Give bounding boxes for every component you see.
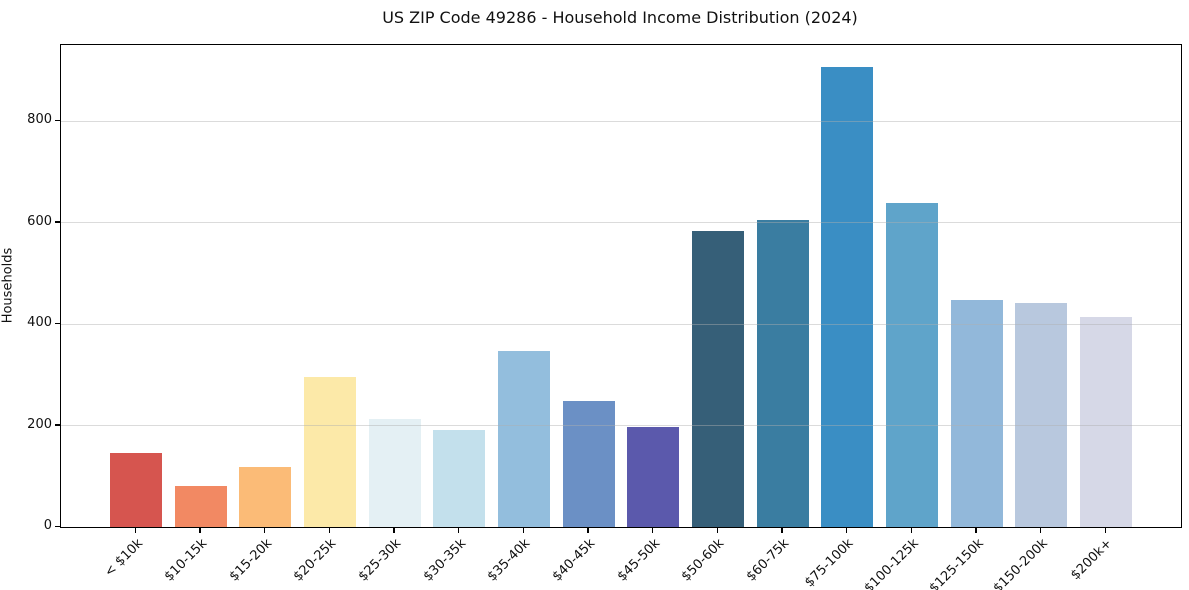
gridline [61, 120, 1181, 122]
bar [239, 467, 292, 527]
y-tick-label: 600 [27, 213, 52, 229]
bar [821, 66, 874, 527]
x-tick-label: $35-40k [485, 536, 534, 585]
bar [368, 419, 421, 527]
bar [886, 202, 938, 527]
x-tick-mark [716, 527, 718, 533]
x-tick-label: $25-30k [355, 536, 405, 585]
y-tick-label: 400 [27, 315, 52, 331]
x-tick-mark [651, 527, 654, 533]
bar [498, 350, 550, 527]
x-tick-mark [1104, 527, 1106, 533]
bar [562, 401, 615, 527]
bar [304, 377, 356, 527]
x-tick-label: $200k+ [1068, 536, 1116, 584]
y-tick-label: 0 [43, 518, 52, 533]
x-tick-mark [263, 527, 266, 533]
plot-area [60, 44, 1182, 528]
y-tick-mark [55, 221, 60, 223]
gridline [61, 323, 1181, 325]
x-tick-mark [522, 527, 524, 533]
bar [1015, 302, 1068, 527]
x-tick-label: $60-75k [743, 536, 793, 585]
x-tick-label: $40-45k [549, 536, 599, 585]
bar [627, 427, 680, 527]
x-tick-label: $100-125k [861, 536, 922, 590]
x-tick-mark [134, 527, 136, 533]
x-tick-label: $15-20k [226, 536, 275, 585]
x-tick-label: $20-25k [291, 536, 340, 585]
x-tick-mark [1039, 527, 1042, 533]
x-tick-label: $10-15k [161, 536, 211, 585]
gridline [61, 425, 1181, 427]
bar [692, 230, 744, 527]
y-tick-label: 200 [27, 416, 52, 432]
x-tick-label: $45-50k [614, 536, 663, 585]
x-tick-mark [975, 527, 977, 533]
x-tick-label: $75-100k [802, 536, 857, 590]
bar [433, 429, 486, 527]
y-tick-mark [55, 119, 60, 122]
x-tick-label: $125-150k [926, 536, 987, 590]
bar [756, 220, 809, 527]
x-tick-label: $150-200k [990, 536, 1051, 590]
x-tick-mark [328, 527, 330, 533]
bar [174, 486, 227, 527]
bar [1080, 316, 1132, 527]
x-tick-mark [910, 527, 912, 533]
x-tick-mark [781, 527, 783, 533]
y-tick-mark [55, 525, 60, 527]
bar [110, 453, 162, 527]
x-tick-mark [587, 527, 589, 533]
chart-title: US ZIP Code 49286 - Household Income Dis… [382, 8, 858, 27]
bar [950, 299, 1003, 527]
x-tick-mark [845, 527, 848, 533]
x-tick-label: $30-35k [420, 536, 469, 585]
x-tick-mark [457, 527, 460, 533]
y-tick-mark [55, 322, 60, 325]
y-tick-label: 800 [27, 112, 52, 128]
gridline [61, 222, 1181, 224]
x-tick-label: < $10k [101, 536, 146, 581]
x-tick-mark [393, 527, 395, 533]
x-tick-mark [199, 527, 201, 533]
y-tick-mark [55, 424, 60, 426]
x-tick-label: $50-60k [679, 536, 728, 585]
